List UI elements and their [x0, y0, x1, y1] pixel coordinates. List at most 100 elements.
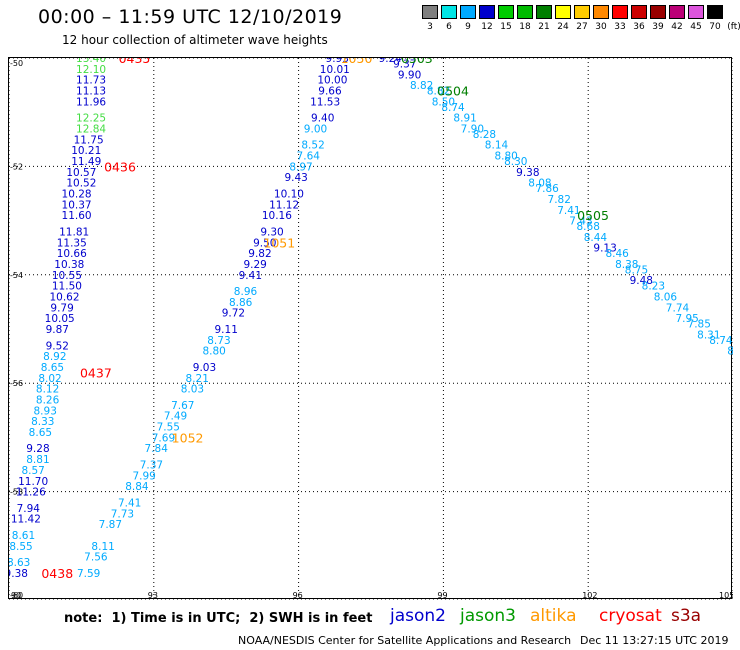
wave-height-value: 9.93 [326, 58, 349, 65]
wave-height-value: 7.55 [157, 422, 180, 434]
wave-height-value: 10.01 [320, 64, 350, 76]
wave-height-value: 7.87 [99, 519, 122, 531]
wave-height-value: 8.96 [234, 286, 258, 298]
lon-tick-label: 90 [11, 591, 21, 600]
wave-height-value: 11.53 [310, 96, 340, 108]
wave-height-value: 9.11 [215, 324, 238, 336]
colorbar-label: 45 [690, 22, 702, 32]
wave-height-value: 11.73 [76, 75, 106, 87]
lon-tick-label: 105 [719, 591, 733, 600]
wave-height-value: 8.81 [26, 454, 49, 466]
footer-note: note: 1) Time is in UTC; 2) SWH is in fe… [64, 611, 373, 626]
pass-time-label: 0436 [104, 159, 136, 174]
wave-height-value: 9.28 [26, 443, 49, 455]
colorbar-swatch [517, 5, 533, 19]
wave-height-value: 9.79 [50, 302, 73, 314]
pass-time-label: 1050 [341, 58, 373, 66]
colorbar-label: 21 [538, 22, 550, 32]
wave-height-value: 7.90 [461, 123, 484, 135]
pass-time-label: 0435 [119, 58, 151, 66]
credit-text: NOAA/NESDIS Center for Satellite Applica… [238, 634, 572, 647]
wave-height-value: 11.50 [52, 281, 82, 293]
wave-height-value: 8.06 [654, 291, 678, 303]
wave-height-value: 10.05 [45, 313, 75, 325]
wave-height-value: 8.73 [207, 335, 230, 347]
wave-height-value: 8.31 [697, 329, 720, 341]
colorbar-swatch [536, 5, 552, 19]
wave-height-value: 8.21 [186, 373, 209, 385]
wave-height-value: 8.74 [709, 335, 733, 347]
wave-height-value: 7.84 [145, 443, 169, 455]
colorbar-label: 42 [671, 22, 683, 32]
wave-height-value: 9.24 [379, 58, 403, 65]
wave-height-value: 11.42 [11, 514, 41, 526]
wave-height-value: 8.65 [29, 427, 52, 439]
colorbar-label: 39 [652, 22, 664, 32]
lat-tick-label: -56 [10, 379, 23, 388]
wave-height-value: 7.69 [152, 432, 175, 444]
wave-height-value: 8.03 [181, 384, 204, 396]
colorbar-unit: (ft) [727, 22, 740, 32]
wave-height-value: 8.63 [9, 557, 30, 569]
wave-height-value: 9.52 [46, 340, 69, 352]
wave-height-value: 8.33 [31, 416, 54, 428]
colorbar-swatch [555, 5, 571, 19]
wave-height-value: 8.80 [494, 151, 517, 163]
colorbar-label: 9 [465, 22, 471, 32]
wave-height-value: 11.13 [76, 86, 106, 98]
wave-height-value: 7.67 [171, 400, 194, 412]
colorbar-label: 33 [614, 22, 626, 32]
wave-height-value: 10.55 [52, 270, 82, 282]
colorbar-swatch [422, 5, 438, 19]
wave-height-value: 8.44 [584, 232, 608, 244]
colorbar-label: 18 [519, 22, 531, 32]
wave-height-value: 8.02 [38, 373, 61, 385]
wave-height-value: 8.65 [41, 362, 64, 374]
wave-height-value: 8.57 [21, 465, 44, 477]
wave-height-value: 12.25 [76, 113, 106, 125]
pass-time-label: 0505 [577, 208, 609, 223]
wave-height-value: 8.84 [125, 481, 149, 493]
wave-height-value: 10.38 [54, 259, 84, 271]
chart-subtitle: 12 hour collection of altimeter wave hei… [62, 33, 328, 47]
wave-height-value: 10.57 [66, 167, 96, 179]
wave-height-value: 8.38 [615, 259, 638, 271]
wave-height-value: 9.72 [222, 308, 245, 320]
pass-time-label: 0503 [401, 58, 433, 66]
wave-height-value: 8.30 [504, 156, 527, 168]
wave-height-value: 11.35 [57, 237, 87, 249]
wave-height-value: 8.74 [441, 102, 465, 114]
colorbar-label: 24 [557, 22, 569, 32]
wave-height-value: 8.80 [202, 346, 225, 358]
wave-height-map: 90 93 96 99 102 105-50-52-54-56-58-6013.4012.… [9, 58, 733, 600]
wave-height-value: 7.56 [84, 552, 108, 564]
wave-height-value: 7.59 [77, 568, 100, 580]
wave-height-value: 8.23 [642, 281, 665, 293]
colorbar-swatch [441, 5, 457, 19]
wave-height-value: 8.82 [427, 86, 450, 98]
wave-height-value: 8.46 [605, 248, 629, 260]
pass-time-label: 0437 [80, 365, 112, 380]
colorbar-swatch [593, 5, 609, 19]
wave-height-value: 11.26 [16, 487, 46, 499]
wave-height-value: 8.61 [12, 530, 35, 542]
lon-tick-label: 102 [582, 591, 597, 600]
wave-height-value: 8.55 [9, 541, 32, 553]
wave-height-value: 7.94 [17, 503, 41, 515]
wave-height-value: 11.81 [59, 226, 89, 238]
wave-height-value: 11.49 [71, 156, 101, 168]
wave-height-value: 8.12 [36, 384, 59, 396]
wave-height-value: 9.48 [630, 275, 653, 287]
wave-height-value: 7.99 [132, 470, 155, 482]
satellite-legend-cryosat: cryosat [599, 606, 662, 626]
colorbar-label: 15 [500, 22, 512, 32]
colorbar-swatch [669, 5, 685, 19]
wave-height-value: 7.95 [675, 313, 698, 325]
wave-height-value: 9.90 [398, 69, 421, 81]
wave-height-value: 7.64 [297, 151, 321, 163]
lat-tick-label: -54 [10, 271, 23, 280]
wave-height-value: 9.37 [393, 58, 416, 70]
wave-height-value: 9.82 [248, 248, 271, 260]
wave-height-value: 10.52 [66, 178, 96, 190]
lon-tick-label: 99 [437, 591, 447, 600]
